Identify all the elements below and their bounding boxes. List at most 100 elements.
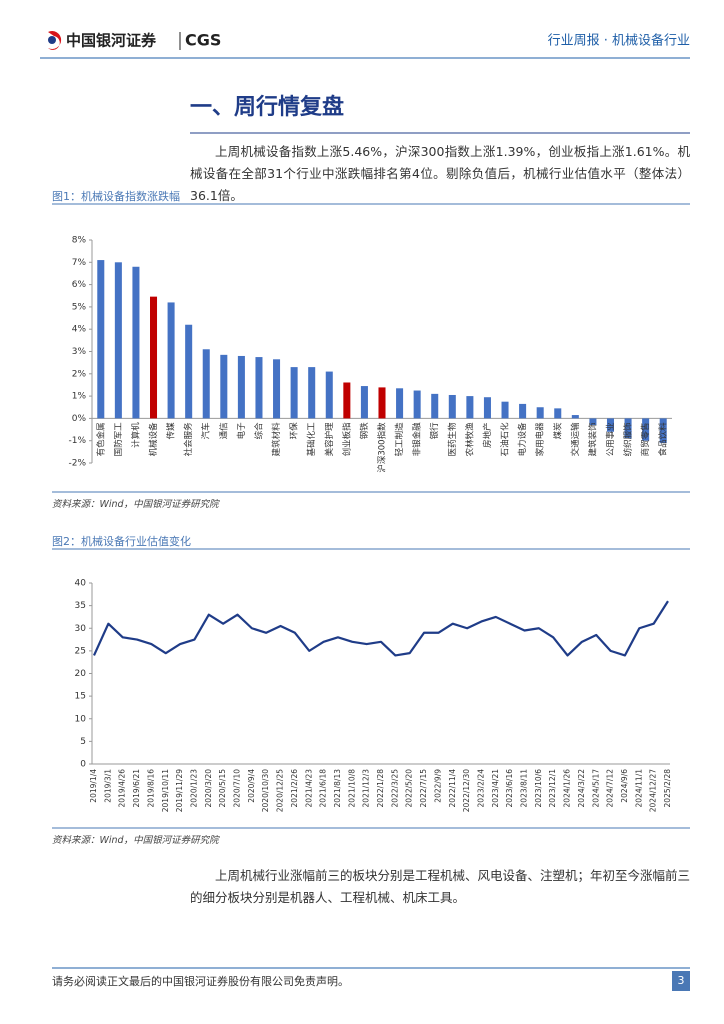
x-tick-label: 机械设备 <box>148 422 159 457</box>
x-tick-label: 纺织服饰 <box>623 422 634 457</box>
bar <box>273 359 281 419</box>
x-tick-label: 2022/9/9 <box>433 769 442 803</box>
x-tick-label: 环保 <box>289 422 300 440</box>
x-tick-label: 建筑装饰 <box>587 422 598 457</box>
bar <box>308 367 316 419</box>
brand-en: CGS <box>185 31 221 50</box>
x-tick-label: 2024/3/22 <box>577 769 586 808</box>
y-tick-label: 0 <box>80 760 86 770</box>
y-tick-label: 30 <box>75 624 87 634</box>
x-tick-label: 2019/1/4 <box>89 769 98 803</box>
x-tick-label: 传媒 <box>166 422 177 440</box>
x-tick-label: 2019/3/1 <box>103 769 112 803</box>
y-tick-label: 1% <box>72 392 87 402</box>
x-tick-label: 2021/12/3 <box>362 769 371 808</box>
x-tick-label: 国防军工 <box>113 422 124 457</box>
x-tick-label: 商贸零售 <box>640 422 651 456</box>
bar <box>202 349 210 419</box>
x-tick-label: 2021/10/8 <box>347 769 356 808</box>
bar <box>431 393 439 419</box>
y-tick-label: 8% <box>72 236 87 246</box>
x-tick-label: 公用事业 <box>605 422 616 456</box>
bar <box>396 388 404 419</box>
logo-mark <box>48 31 62 50</box>
bar <box>642 418 650 441</box>
x-tick-label: 2023/12/1 <box>548 769 557 808</box>
x-tick-label: 2022/12/30 <box>462 769 471 812</box>
x-tick-label: 沪深300指数 <box>377 422 388 473</box>
bar <box>360 386 368 419</box>
x-tick-label: 轻工制造 <box>394 422 405 457</box>
x-tick-label: 2024/5/17 <box>591 769 600 808</box>
bar <box>624 418 632 439</box>
x-tick-label: 电力设备 <box>517 422 528 457</box>
x-tick-label: 钢铁 <box>359 422 370 440</box>
bar <box>150 296 158 419</box>
x-tick-label: 汽车 <box>201 422 212 439</box>
x-tick-label: 2024/7/12 <box>606 769 615 808</box>
header-right: 行业周报 · 机械设备行业 <box>548 33 690 49</box>
bar <box>501 401 509 419</box>
figure-source: 资料来源：Wind，中国银河证券研究院 <box>52 499 219 510</box>
x-tick-label: 2023/6/16 <box>505 769 514 808</box>
bar <box>378 387 386 419</box>
logo-dot <box>48 36 56 44</box>
bar <box>606 418 614 432</box>
figure-caption: 图2：机械设备行业估值变化 <box>52 535 191 548</box>
bar <box>659 418 667 443</box>
bar <box>483 397 491 419</box>
x-tick-label: 2020/10/30 <box>261 769 270 812</box>
disclaimer: 请务必阅读正文最后的中国银河证券股份有限公司免责声明。 <box>52 975 349 988</box>
x-tick-label: 2023/4/21 <box>491 769 500 808</box>
x-tick-label: 2023/10/6 <box>534 769 543 808</box>
x-tick-label: 2020/3/20 <box>204 769 213 808</box>
section-title: 一、周行情复盘 <box>190 94 344 120</box>
line-series <box>92 600 669 657</box>
x-tick-label: 2023/8/11 <box>520 769 529 808</box>
bar <box>448 394 456 419</box>
x-tick-label: 2022/5/20 <box>405 769 414 808</box>
figure-source: 资料来源：Wind，中国银河证券研究院 <box>52 835 219 846</box>
bar <box>413 390 421 419</box>
x-tick-label: 农林牧渔 <box>464 422 475 457</box>
x-tick-label: 2024/1/26 <box>563 769 572 808</box>
bar <box>519 403 527 419</box>
bar <box>132 266 140 419</box>
y-tick-label: -2% <box>68 459 86 469</box>
x-tick-label: 社会服务 <box>183 422 194 457</box>
y-tick-label: 10 <box>75 714 87 724</box>
y-tick-label: 3% <box>72 347 87 357</box>
x-tick-label: 2020/1/23 <box>189 769 198 808</box>
x-tick-label: 2022/1/28 <box>376 769 385 808</box>
x-tick-label: 2024/9/6 <box>620 769 629 803</box>
y-tick-label: 25 <box>75 646 86 656</box>
x-tick-label: 计算机 <box>130 422 141 448</box>
x-tick-label: 交通运输 <box>570 422 581 457</box>
bar <box>237 355 245 419</box>
page-number: 3 <box>678 974 685 987</box>
x-tick-label: 2019/4/26 <box>118 769 127 808</box>
x-tick-label: 2021/2/26 <box>290 769 299 808</box>
y-tick-label: 6% <box>72 280 87 290</box>
bar <box>255 357 263 419</box>
bar <box>220 354 228 419</box>
x-tick-label: 2019/8/16 <box>146 769 155 808</box>
x-tick-label: 创业板指 <box>341 422 352 457</box>
y-tick-label: 7% <box>72 258 87 268</box>
bar <box>97 260 105 419</box>
x-tick-label: 美容护理 <box>324 422 335 457</box>
y-tick-label: 5% <box>72 302 87 312</box>
y-tick-label: -1% <box>68 436 86 446</box>
x-tick-label: 建筑材料 <box>271 422 282 457</box>
x-tick-label: 2019/10/11 <box>161 769 170 812</box>
y-tick-label: 4% <box>72 325 87 335</box>
bar <box>167 302 175 419</box>
y-tick-label: 5 <box>80 737 86 747</box>
bar <box>114 262 122 419</box>
x-tick-label: 2020/12/25 <box>276 769 285 812</box>
bar <box>185 324 193 419</box>
bar <box>466 396 474 419</box>
y-tick-label: 0% <box>72 414 87 424</box>
x-tick-label: 2022/7/15 <box>419 769 428 808</box>
x-tick-label: 非银金融 <box>412 422 423 457</box>
